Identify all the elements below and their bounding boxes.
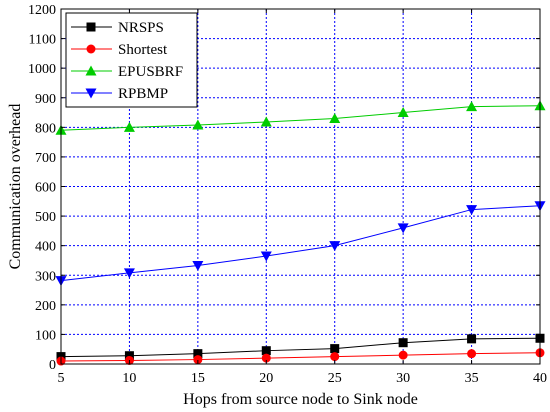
data-point-rpbmp (397, 223, 409, 234)
series-shortest (56, 348, 545, 366)
x-tick-label: 10 (122, 371, 136, 386)
legend-label-shortest: Shortest (118, 42, 168, 58)
data-point-epusbrf (466, 101, 478, 112)
data-point-epusbrf (260, 116, 272, 127)
data-point-nrsps (261, 346, 271, 356)
data-point-shortest (398, 350, 408, 360)
data-point-epusbrf (329, 112, 341, 123)
legend-marker-rpbmp (85, 88, 97, 99)
series-line-nrsps (60, 337, 541, 358)
y-tick-label: 400 (35, 240, 56, 255)
y-tick-label: 1200 (28, 3, 56, 18)
legend-marker-epusbrf (85, 65, 97, 76)
y-tick-label: 700 (35, 151, 56, 166)
x-tick-label: 40 (533, 371, 547, 386)
y-tick-label: 500 (35, 210, 56, 225)
series-line-epusbrf (60, 105, 541, 131)
data-point-shortest (193, 355, 203, 365)
legend-item-nrsps: NRSPS (71, 20, 164, 36)
axis-ticks: 5 10 15 20 25 30 35 400100200300400500600700800… (28, 3, 547, 386)
y-tick-label: 600 (35, 181, 56, 196)
legend-label-nrsps: NRSPS (118, 20, 164, 36)
y-tick-label: 100 (35, 328, 56, 343)
y-tick-label: 1000 (28, 62, 56, 77)
series-layer (55, 100, 546, 366)
data-point-nrsps (398, 338, 408, 348)
legend-item-epusbrf: EPUSBRF (71, 64, 183, 80)
x-tick-label: 15 (191, 371, 205, 386)
x-axis-label: Hops from source node to Sink node (183, 391, 418, 408)
series-epusbrf (55, 100, 546, 135)
data-point-nrsps (467, 334, 477, 344)
legend-item-shortest: Shortest (71, 42, 168, 58)
data-point-nrsps (124, 351, 134, 361)
series-line-rpbmp (60, 205, 541, 282)
data-point-rpbmp (466, 205, 478, 216)
data-point-nrsps (330, 344, 340, 354)
y-axis-label: Communication overhead (7, 104, 24, 270)
data-point-shortest (467, 349, 477, 359)
legend: NRSPS Shortest EPUSBRF RPBMP (65, 12, 198, 108)
x-tick-label: 35 (465, 371, 479, 386)
data-point-rpbmp (192, 260, 204, 271)
data-point-epusbrf (397, 107, 409, 118)
series-line-shortest (60, 352, 541, 362)
data-point-nrsps (193, 349, 203, 359)
data-point-shortest (330, 352, 340, 362)
data-point-shortest (261, 353, 271, 363)
data-point-rpbmp (329, 241, 341, 252)
y-tick-label: 0 (49, 358, 56, 373)
legend-marker-shortest (86, 44, 96, 54)
y-tick-label: 800 (35, 121, 56, 136)
legend-marker-nrsps (86, 22, 96, 32)
y-tick-label: 900 (35, 92, 56, 107)
y-tick-label: 1100 (29, 33, 56, 48)
data-point-epusbrf (123, 121, 135, 132)
x-tick-label: 25 (328, 371, 342, 386)
legend-label-epusbrf: EPUSBRF (118, 64, 183, 80)
x-tick-label: 5 (58, 371, 65, 386)
legend-item-rpbmp: RPBMP (71, 86, 168, 102)
x-tick-label: 20 (259, 371, 273, 386)
data-point-rpbmp (260, 251, 272, 262)
legend-label-rpbmp: RPBMP (118, 86, 168, 102)
data-point-rpbmp (123, 268, 135, 279)
grid-lines (61, 9, 540, 364)
data-point-epusbrf (192, 119, 204, 130)
x-tick-label: 30 (396, 371, 410, 386)
y-tick-label: 300 (35, 269, 56, 284)
y-tick-label: 200 (35, 299, 56, 314)
